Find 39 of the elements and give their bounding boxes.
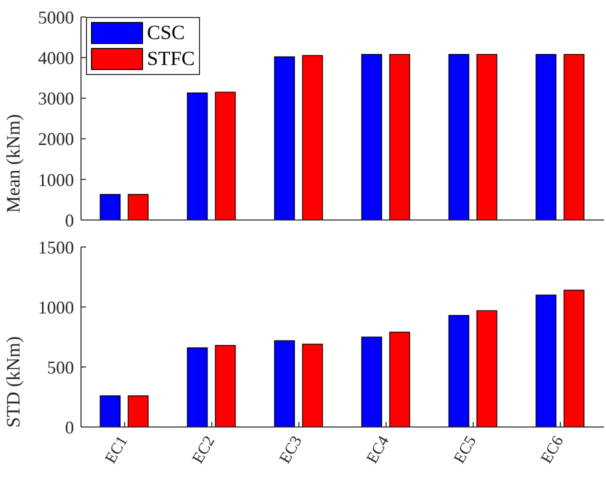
bar xyxy=(389,332,410,427)
bar xyxy=(274,56,295,220)
legend-label: CSC xyxy=(147,21,185,46)
bar xyxy=(564,290,584,427)
bar xyxy=(448,54,470,220)
bar xyxy=(476,54,498,220)
bar xyxy=(128,194,149,220)
y-tick-label: 3000 xyxy=(38,88,74,109)
bar xyxy=(214,345,236,427)
bar xyxy=(361,336,382,427)
bar xyxy=(100,395,121,427)
bar xyxy=(564,54,584,220)
y-tick-label: 1500 xyxy=(38,237,74,258)
bar xyxy=(186,92,208,220)
bar xyxy=(128,395,149,427)
y-tick-label: 5000 xyxy=(38,7,74,28)
bar xyxy=(302,55,323,220)
y-axis-title: STD (kNm) xyxy=(4,336,25,428)
y-tick-label: 1000 xyxy=(38,170,74,190)
bar xyxy=(476,310,498,427)
bar xyxy=(536,54,556,220)
bar xyxy=(186,347,208,427)
y-tick-label: 4000 xyxy=(38,48,74,68)
x-tick-label: EC1 xyxy=(102,433,132,466)
bar xyxy=(389,54,410,220)
bar xyxy=(214,92,236,220)
y-tick-label: 0 xyxy=(65,417,74,438)
legend-label: STFC xyxy=(147,47,195,72)
bar xyxy=(536,294,556,427)
bar xyxy=(448,315,470,427)
y-tick-label: 500 xyxy=(47,357,74,378)
bar xyxy=(100,194,121,220)
y-axis-title: Mean (kNm) xyxy=(4,114,25,213)
y-tick-label: 0 xyxy=(65,210,74,230)
bar xyxy=(274,340,295,427)
y-tick-label: 1000 xyxy=(38,297,74,318)
bar xyxy=(361,54,382,220)
bar xyxy=(302,344,323,427)
y-tick-label: 2000 xyxy=(38,129,74,150)
